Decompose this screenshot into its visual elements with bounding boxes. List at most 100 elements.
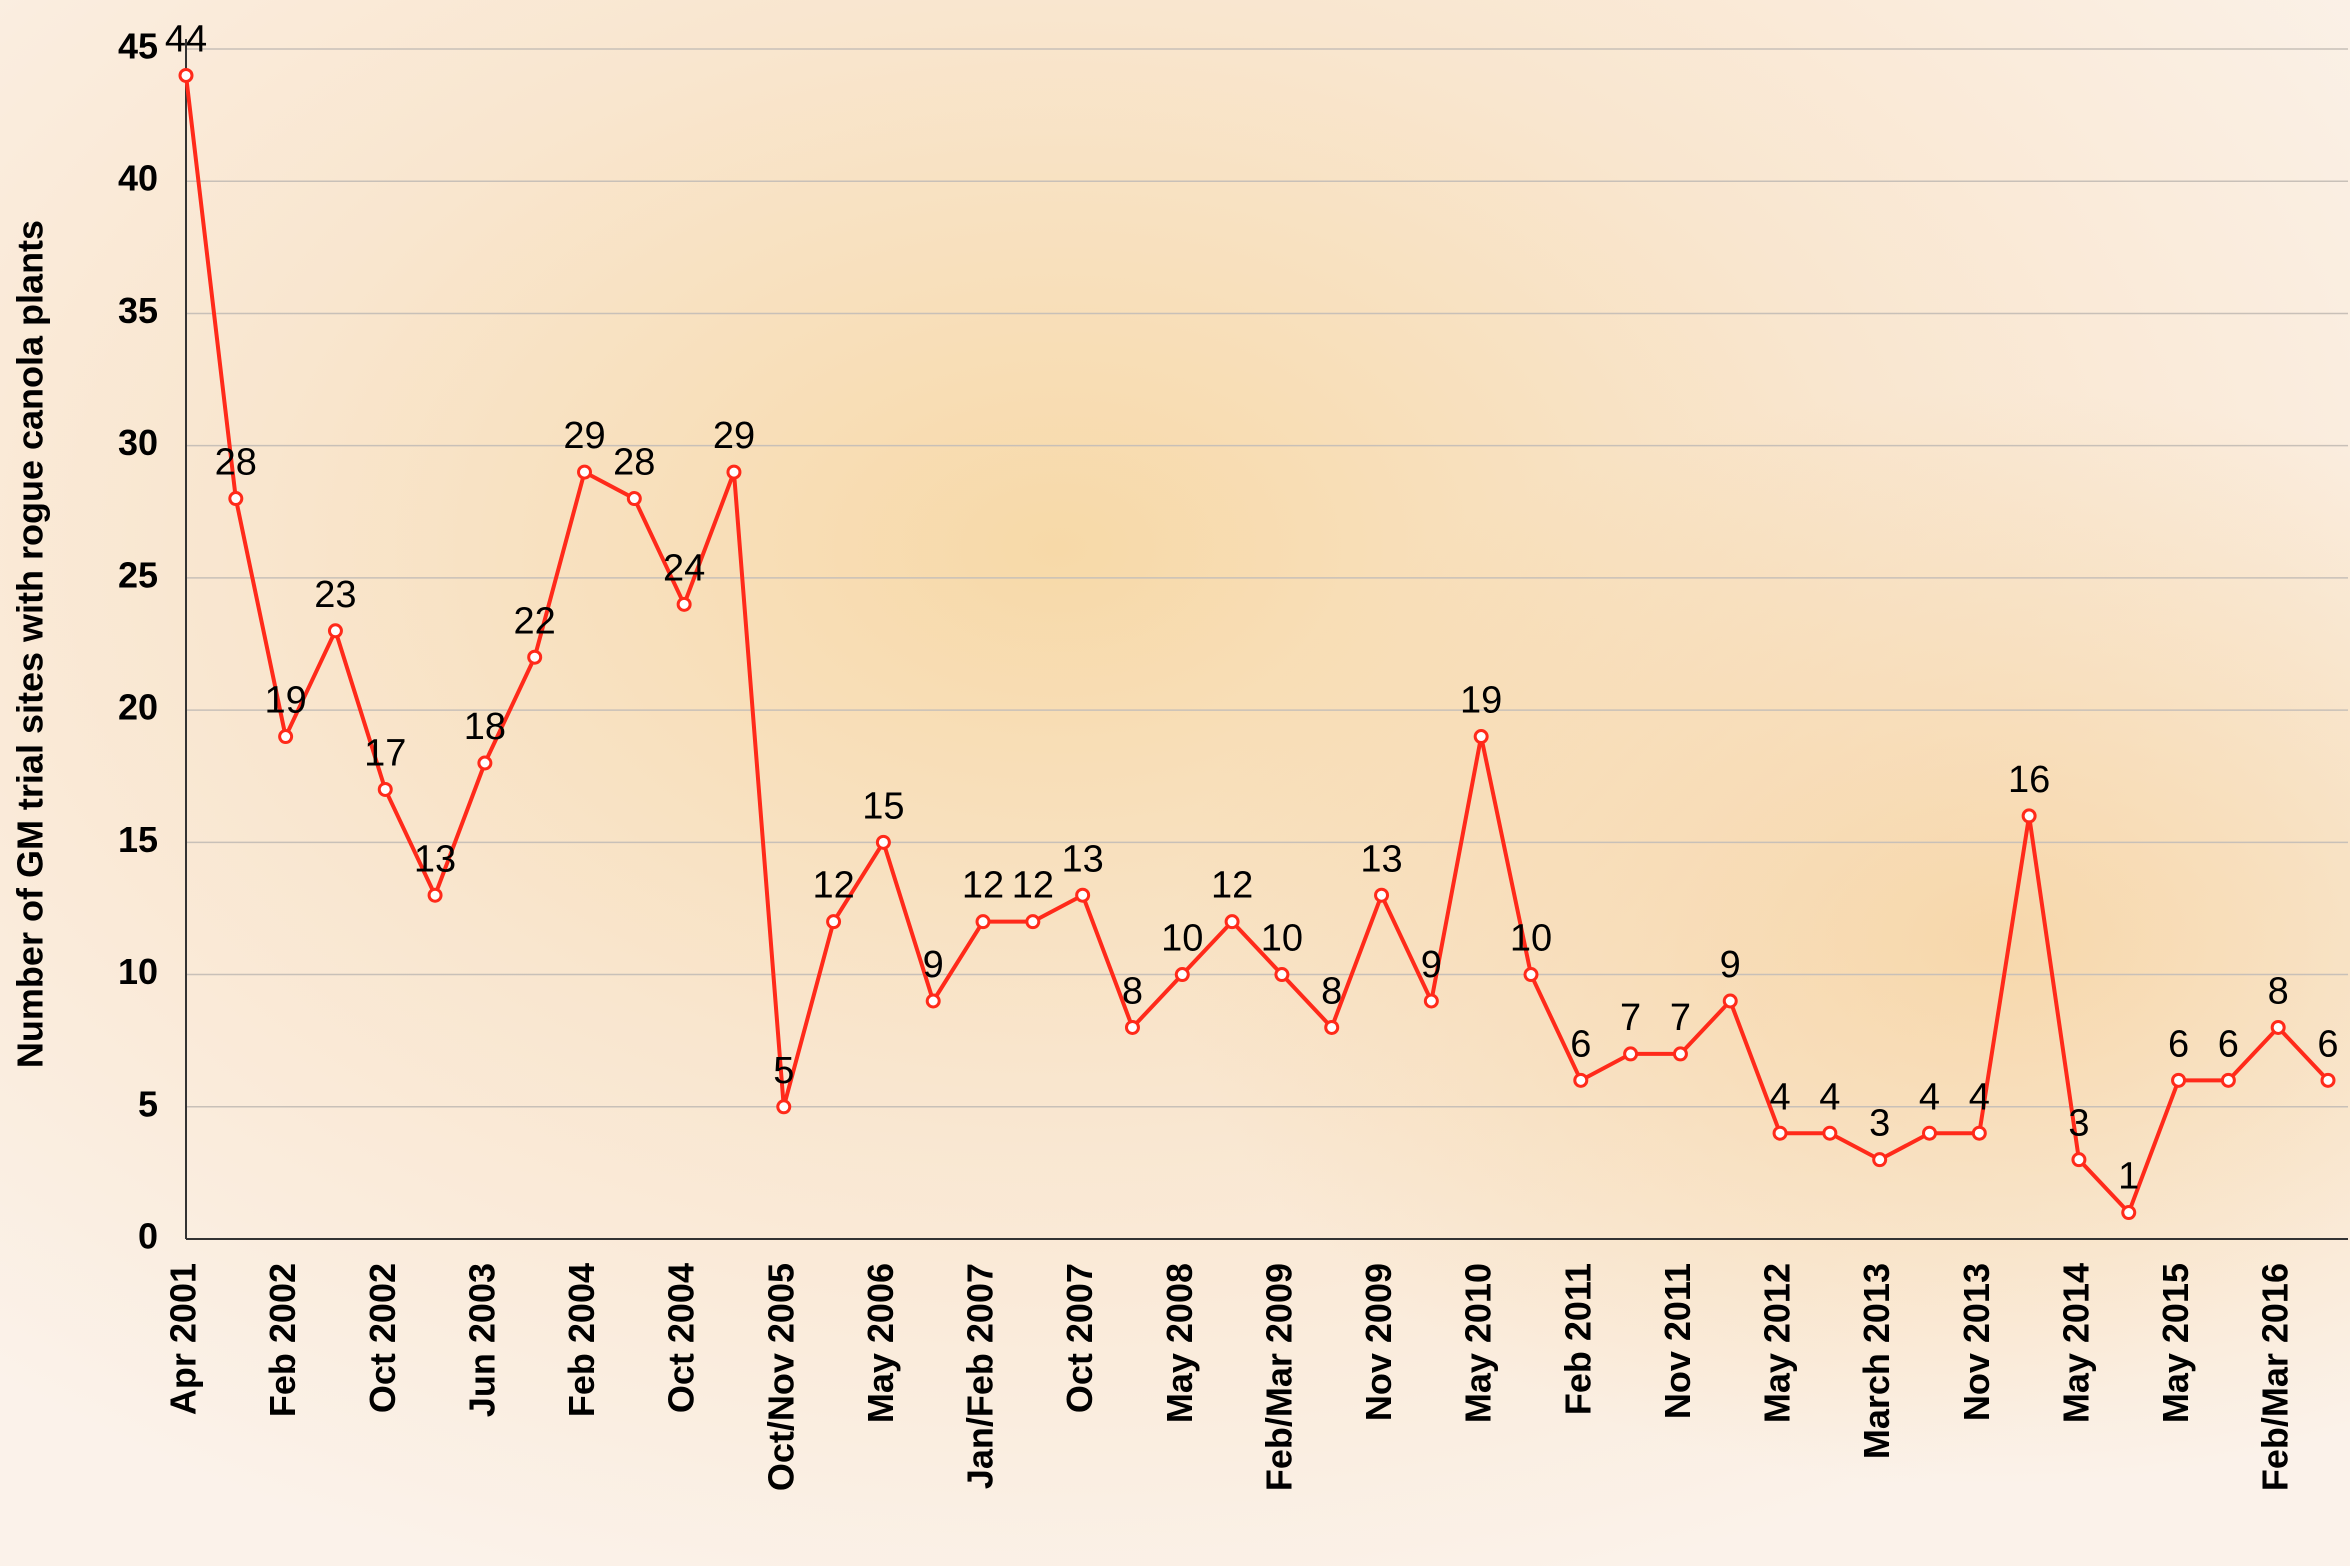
y-tick-label: 10: [118, 951, 158, 992]
x-tick-label: May 2010: [1458, 1263, 1499, 1423]
y-tick-label: 0: [138, 1216, 158, 1257]
data-point: [1724, 995, 1736, 1007]
data-point: [1425, 995, 1437, 1007]
data-point: [280, 731, 292, 743]
data-label: 6: [2218, 1023, 2239, 1065]
data-point: [2272, 1021, 2284, 1033]
data-label: 18: [464, 706, 506, 748]
data-point: [479, 757, 491, 769]
data-label: 9: [1720, 944, 1741, 986]
data-label: 16: [2008, 759, 2050, 801]
y-tick-label: 35: [118, 290, 158, 331]
x-tick-label: Nov 2013: [1956, 1263, 1997, 1421]
data-label: 13: [414, 838, 456, 880]
data-point: [1923, 1127, 1935, 1139]
y-tick-label: 25: [118, 554, 158, 595]
x-tick-label: Oct 2002: [362, 1263, 403, 1413]
data-point: [1874, 1154, 1886, 1166]
data-label: 6: [2168, 1023, 2189, 1065]
data-point: [379, 783, 391, 795]
y-tick-label: 20: [118, 687, 158, 728]
data-label: 15: [862, 785, 904, 827]
data-label: 6: [2317, 1023, 2338, 1065]
data-point: [1973, 1127, 1985, 1139]
data-point: [329, 625, 341, 637]
x-tick-label: Nov 2009: [1358, 1263, 1399, 1421]
data-point: [1674, 1048, 1686, 1060]
y-tick-label: 40: [118, 158, 158, 199]
x-tick-label: Feb/Mar 2016: [2255, 1263, 2296, 1491]
data-label: 23: [314, 574, 356, 616]
x-tick-label: May 2006: [860, 1263, 901, 1423]
x-tick-label: May 2015: [2155, 1263, 2196, 1423]
data-label: 8: [1321, 970, 1342, 1012]
data-label: 1: [2118, 1156, 2139, 1198]
data-label: 5: [773, 1050, 794, 1092]
data-point: [1824, 1127, 1836, 1139]
data-label: 12: [812, 865, 854, 907]
data-point: [579, 466, 591, 478]
data-label: 24: [663, 547, 705, 589]
data-point: [828, 916, 840, 928]
data-label: 19: [264, 680, 306, 722]
data-label: 9: [1421, 944, 1442, 986]
data-point: [1774, 1127, 1786, 1139]
data-point: [778, 1101, 790, 1113]
data-label: 8: [2268, 970, 2289, 1012]
data-point: [1376, 889, 1388, 901]
data-label: 13: [1360, 838, 1402, 880]
data-point: [1226, 916, 1238, 928]
data-label: 3: [1869, 1103, 1890, 1145]
data-label: 17: [364, 732, 406, 774]
data-label: 12: [962, 865, 1004, 907]
data-point: [2222, 1074, 2234, 1086]
y-tick-label: 15: [118, 819, 158, 860]
y-tick-label: 45: [118, 26, 158, 67]
data-label: 28: [215, 442, 257, 484]
data-label: 4: [1969, 1076, 1990, 1118]
x-tick-label: Nov 2011: [1657, 1263, 1698, 1419]
y-axis-label: Number of GM trial sites with rogue cano…: [10, 220, 51, 1068]
data-point: [2073, 1154, 2085, 1166]
data-label: 7: [1670, 997, 1691, 1039]
x-tick-label: Oct 2004: [661, 1263, 702, 1413]
x-tick-label: Oct 2007: [1059, 1263, 1100, 1413]
data-label: 6: [1570, 1023, 1591, 1065]
data-point: [429, 889, 441, 901]
x-tick-label: March 2013: [1856, 1263, 1897, 1459]
data-point: [1475, 731, 1487, 743]
x-tick-label: Apr 2001: [163, 1263, 204, 1415]
x-tick-label: Feb 2004: [561, 1263, 602, 1417]
data-label: 22: [514, 600, 556, 642]
x-tick-label: May 2014: [2055, 1263, 2096, 1423]
data-point: [1326, 1021, 1338, 1033]
x-tick-label: May 2012: [1757, 1263, 1798, 1423]
data-label: 4: [1769, 1076, 1790, 1118]
data-point: [2322, 1074, 2334, 1086]
data-point: [628, 493, 640, 505]
data-point: [2173, 1074, 2185, 1086]
y-tick-label: 5: [138, 1083, 158, 1124]
data-label: 9: [923, 944, 944, 986]
data-point: [927, 995, 939, 1007]
data-point: [230, 493, 242, 505]
data-point: [728, 466, 740, 478]
data-label: 4: [1819, 1076, 1840, 1118]
data-point: [2123, 1207, 2135, 1219]
data-point: [977, 916, 989, 928]
data-label: 3: [2068, 1103, 2089, 1145]
data-point: [1126, 1021, 1138, 1033]
data-label: 7: [1620, 997, 1641, 1039]
x-tick-label: Feb 2011: [1557, 1263, 1598, 1415]
x-tick-label: Feb 2002: [262, 1263, 303, 1417]
data-label: 10: [1161, 918, 1203, 960]
data-label: 13: [1062, 838, 1104, 880]
chart: Number of GM trial sites with rogue cano…: [0, 0, 2350, 1566]
data-point: [1176, 969, 1188, 981]
data-label: 8: [1122, 970, 1143, 1012]
data-label: 29: [713, 415, 755, 457]
data-label: 12: [1012, 865, 1054, 907]
data-point: [529, 651, 541, 663]
y-tick-label: 30: [118, 422, 158, 463]
data-point: [877, 836, 889, 848]
